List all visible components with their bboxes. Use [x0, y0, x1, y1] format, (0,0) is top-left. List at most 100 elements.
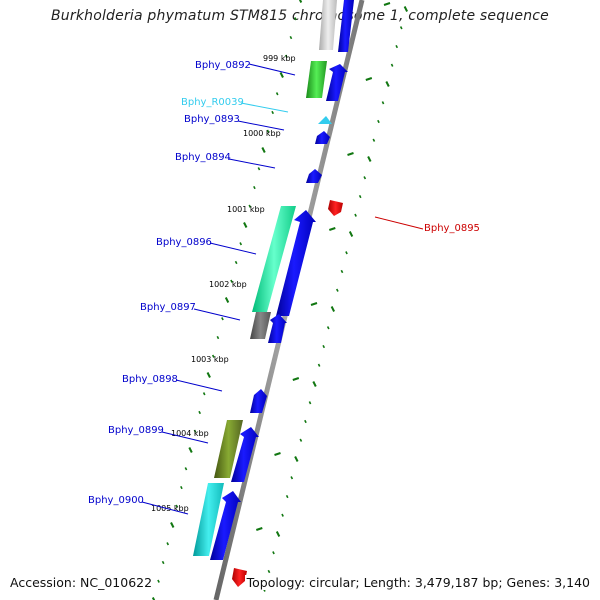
- gene-label-0897: Bphy_0897: [140, 302, 196, 313]
- ruler-label-1005: 1005 kbp: [151, 504, 189, 513]
- leader-line-0892: [248, 63, 296, 76]
- ring-tick: [403, 6, 408, 12]
- ring-tick: [248, 204, 252, 208]
- forward-genes: [210, 0, 354, 560]
- ring-tick: [198, 410, 202, 415]
- gene-arrow-0898: [250, 389, 267, 413]
- gene-arrow-0899: [231, 427, 259, 482]
- leader-line-0896: [209, 242, 257, 255]
- feature-bar-top: [319, 0, 337, 50]
- ring-tick: [239, 242, 243, 246]
- ring-tick: [284, 54, 288, 58]
- ring-tick: [151, 597, 156, 600]
- ring-tick: [330, 306, 335, 312]
- ring-tick: [274, 452, 281, 456]
- ring-tick: [358, 194, 362, 199]
- ring-tick: [399, 26, 403, 30]
- ring-tick: [347, 152, 354, 156]
- ring-tick: [395, 44, 399, 49]
- leader-line-0898: [175, 379, 223, 392]
- gene-labels: Bphy_0892 Bphy_R0039 Bphy_0893 Bphy_0894…: [88, 60, 480, 515]
- gene-label-0896: Bphy_0896: [156, 237, 212, 248]
- ring-tick: [267, 569, 271, 574]
- reverse-genes: [232, 200, 343, 587]
- ring-tick: [272, 551, 275, 555]
- ring-tick: [289, 35, 293, 40]
- leader-line-0895: [374, 216, 424, 230]
- ruler-label-1003: 1003 kbp: [191, 355, 229, 364]
- ring-tick: [224, 297, 230, 303]
- gene-arrow-0893: [315, 131, 330, 144]
- ring-tick: [275, 531, 281, 537]
- ruler-label-999: 999 kbp: [263, 54, 296, 63]
- feature-bar-0896: [252, 206, 296, 312]
- ring-tick: [221, 317, 224, 321]
- ring-tick: [390, 63, 394, 67]
- ring-tick: [206, 372, 211, 378]
- gene-arrow-r0039: [318, 116, 332, 124]
- ring-tick: [322, 344, 326, 349]
- leader-line-0900: [141, 501, 189, 515]
- gene-label-0892: Bphy_0892: [195, 60, 251, 71]
- gene-arrow-0897: [268, 314, 287, 343]
- gene-label-0899: Bphy_0899: [108, 425, 164, 436]
- ring-tick: [230, 279, 233, 283]
- ring-tick: [271, 110, 275, 115]
- gene-label-0893: Bphy_0893: [184, 114, 240, 125]
- gene-arrow-0892: [326, 64, 348, 101]
- ring-tick: [166, 542, 170, 546]
- feature-bar-0892: [306, 61, 327, 98]
- ring-tick: [354, 213, 357, 217]
- ring-tick: [381, 101, 385, 105]
- gene-arrow-0896: [276, 210, 316, 316]
- gene-label-0895: Bphy_0895: [424, 223, 480, 234]
- position-ruler: 999 kbp 1000 kbp 1001 kbp 1002 kbp 1003 …: [151, 54, 296, 513]
- ring-tick: [340, 269, 344, 274]
- ring-tick: [345, 251, 348, 255]
- map-title: Burkholderia phymatum STM815 chromosome …: [50, 8, 549, 24]
- ring-tick: [328, 227, 336, 231]
- ring-tick: [202, 392, 206, 396]
- ring-tick: [335, 288, 339, 292]
- ring-tick: [363, 176, 367, 180]
- ring-tick: [383, 2, 391, 6]
- gene-label-0898: Bphy_0898: [122, 374, 178, 385]
- ruler-label-1000: 1000 kbp: [243, 129, 281, 138]
- ruler-label-1002: 1002 kbp: [209, 280, 247, 289]
- ring-tick: [367, 156, 372, 162]
- ruler-label-1004: 1004 kbp: [171, 429, 209, 438]
- ring-tick: [310, 302, 318, 306]
- ring-tick: [308, 401, 312, 405]
- ring-tick: [255, 527, 263, 531]
- ring-tick: [281, 513, 284, 517]
- ring-tick: [243, 222, 248, 228]
- ring-tick: [365, 77, 373, 81]
- ring-tick: [304, 419, 307, 424]
- feature-bar-0900: [193, 483, 224, 556]
- feature-track: [193, 0, 337, 556]
- gene-arrow-0894: [306, 169, 322, 183]
- ring-tick: [253, 185, 256, 190]
- ring-tick: [180, 485, 183, 490]
- ring-tick: [290, 476, 294, 480]
- gene-arrow-0895: [328, 200, 343, 216]
- ring-tick: [285, 494, 289, 499]
- gene-arrow-0900: [210, 491, 241, 560]
- ring-tick: [216, 335, 220, 340]
- ring-tick: [348, 231, 354, 237]
- feature-bar-0897: [250, 312, 271, 339]
- gene-label-0900: Bphy_0900: [88, 495, 144, 506]
- leader-line-0893: [237, 120, 285, 131]
- ring-tick: [266, 129, 270, 133]
- feature-bar-0899: [214, 420, 243, 478]
- ring-tick: [317, 363, 321, 367]
- leader-line-0897: [193, 308, 241, 321]
- ring-tick: [279, 72, 284, 78]
- genome-summary-text: Topology: circular; Length: 3,479,187 bp…: [244, 575, 590, 590]
- ring-tick: [292, 377, 300, 381]
- leader-line-r0039: [240, 102, 289, 113]
- ring-tick: [193, 429, 197, 433]
- ring-tick: [261, 147, 266, 153]
- ring-tick: [184, 467, 188, 471]
